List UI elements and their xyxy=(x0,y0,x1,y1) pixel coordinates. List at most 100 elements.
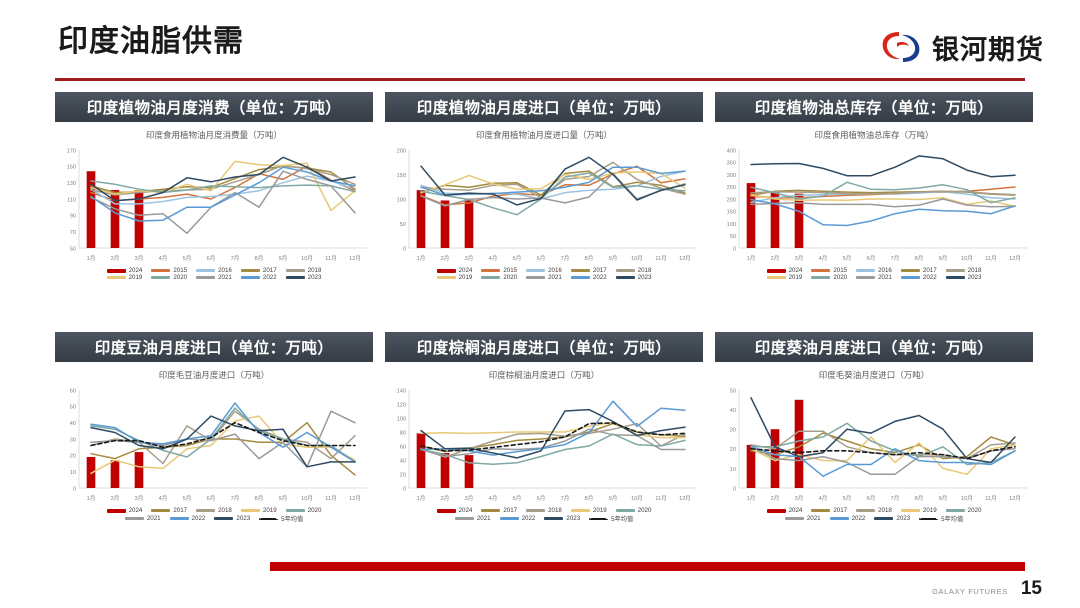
legend-swatch-icon xyxy=(285,269,305,272)
legend-item-2018[interactable]: 2018 xyxy=(196,507,232,514)
legend-item-2023[interactable]: 2023 xyxy=(874,514,910,523)
legend-item-2022[interactable]: 2022 xyxy=(829,514,865,523)
legend-item-2017[interactable]: 2017 xyxy=(900,267,937,274)
svg-text:6月: 6月 xyxy=(867,255,876,262)
svg-text:110: 110 xyxy=(67,197,76,203)
legend-item-2024[interactable]: 2024 xyxy=(766,267,802,274)
legend-item-2016[interactable]: 2016 xyxy=(196,267,232,274)
legend-item-2018[interactable]: 2018 xyxy=(615,267,651,274)
legend-item-2020[interactable]: 2020 xyxy=(481,274,517,281)
legend-label: 2024 xyxy=(458,267,473,274)
legend-item-2021[interactable]: 2021 xyxy=(196,274,232,281)
legend-item-2017[interactable]: 2017 xyxy=(151,507,187,514)
legend-item-2024[interactable]: 2024 xyxy=(106,267,142,274)
legend-item-2017[interactable]: 2017 xyxy=(570,267,607,274)
legend-item-2024[interactable]: 2024 xyxy=(766,507,803,514)
legend-item-2019[interactable]: 2019 xyxy=(570,507,607,514)
legend-item-2017[interactable]: 2017 xyxy=(481,507,517,514)
svg-text:8月: 8月 xyxy=(915,255,924,262)
legend-label: 2017 xyxy=(503,507,518,514)
svg-text:0: 0 xyxy=(73,486,76,492)
legend-item-2017[interactable]: 2017 xyxy=(240,267,277,274)
svg-text:5月: 5月 xyxy=(513,495,522,502)
panel-subtitle: 印度棕榈油月度进口（万吨） xyxy=(488,370,600,380)
legend-item-2020[interactable]: 2020 xyxy=(151,274,187,281)
legend-item-2021[interactable]: 2021 xyxy=(124,514,161,523)
legend-item-2019[interactable]: 2019 xyxy=(436,274,472,281)
legend-item-2015[interactable]: 2015 xyxy=(481,267,517,274)
panel-heading: 印度植物油月度消费（单位：万吨） xyxy=(55,92,373,122)
legend-item-2019[interactable]: 2019 xyxy=(240,507,277,514)
legend-item-2023[interactable]: 2023 xyxy=(544,514,580,523)
legend-item-5年均值[interactable]: 5年均值 xyxy=(919,514,963,523)
chart-veg-oil-consumption: 50 70 90 110 130 150 170 1月 2月 3月 4月 5月 6月 7月 8月 9月 10月 1… xyxy=(55,144,373,264)
legend-swatch-icon xyxy=(856,509,876,512)
legend-label: 2016 xyxy=(218,267,232,274)
legend-item-2019[interactable]: 2019 xyxy=(106,274,142,281)
legend-item-2023[interactable]: 2023 xyxy=(214,514,250,523)
legend-swatch-icon xyxy=(900,276,920,279)
legend-item-2022[interactable]: 2022 xyxy=(900,274,937,281)
page-title: 印度油脂供需 xyxy=(58,25,244,58)
legend-item-5年均值[interactable]: 5年均值 xyxy=(259,514,303,523)
legend-label: 5年均值 xyxy=(281,516,304,523)
legend-label: 2023 xyxy=(896,515,911,522)
legend-swatch-icon xyxy=(900,269,920,272)
legend-item-2022[interactable]: 2022 xyxy=(499,514,535,523)
svg-text:0: 0 xyxy=(403,246,406,252)
legend-item-2018[interactable]: 2018 xyxy=(945,267,981,274)
legend-item-2021[interactable]: 2021 xyxy=(526,274,562,281)
legend-item-2023[interactable]: 2023 xyxy=(615,274,651,281)
legend-label: 2021 xyxy=(806,515,821,522)
legend-label: 2017 xyxy=(833,507,848,514)
legend-item-2019[interactable]: 2019 xyxy=(766,274,802,281)
legend-item-2020[interactable]: 2020 xyxy=(615,507,651,514)
svg-text:10月: 10月 xyxy=(301,495,313,502)
legend-swatch-icon xyxy=(481,509,501,512)
legend-item-2022[interactable]: 2022 xyxy=(169,514,205,523)
svg-text:9月: 9月 xyxy=(609,495,618,502)
legend-item-2020[interactable]: 2020 xyxy=(285,507,321,514)
svg-text:4月: 4月 xyxy=(159,255,168,262)
legend-swatch-icon xyxy=(856,276,876,279)
legend-item-2024[interactable]: 2024 xyxy=(436,507,472,514)
svg-text:10: 10 xyxy=(730,467,736,473)
legend-item-2022[interactable]: 2022 xyxy=(240,274,277,281)
legend-item-2021[interactable]: 2021 xyxy=(856,274,892,281)
legend-item-2015[interactable]: 2015 xyxy=(151,267,187,274)
svg-text:100: 100 xyxy=(727,222,736,228)
legend-label: 2024 xyxy=(788,507,803,514)
legend-item-2023[interactable]: 2023 xyxy=(945,274,981,281)
svg-text:6月: 6月 xyxy=(867,495,876,502)
svg-text:1月: 1月 xyxy=(417,255,426,262)
legend-item-2016[interactable]: 2016 xyxy=(526,267,562,274)
legend-item-2020[interactable]: 2020 xyxy=(945,507,981,514)
legend-swatch-icon xyxy=(436,276,456,279)
legend-label: 2024 xyxy=(128,507,143,514)
legend-item-2020[interactable]: 2020 xyxy=(811,274,847,281)
legend-item-2019[interactable]: 2019 xyxy=(900,507,937,514)
legend-item-5年均值[interactable]: 5年均值 xyxy=(589,514,633,523)
legend-item-2018[interactable]: 2018 xyxy=(526,507,562,514)
svg-text:11月: 11月 xyxy=(985,255,996,262)
legend-item-2023[interactable]: 2023 xyxy=(285,274,321,281)
legend-item-2021[interactable]: 2021 xyxy=(784,514,821,523)
legend-item-2015[interactable]: 2015 xyxy=(811,267,847,274)
panel-heading: 印度植物油总库存（单位：万吨） xyxy=(715,92,1033,122)
legend-item-2022[interactable]: 2022 xyxy=(570,274,607,281)
legend-item-2021[interactable]: 2021 xyxy=(454,514,491,523)
svg-text:10月: 10月 xyxy=(631,255,643,262)
legend-row: 2019 2020 2021 2022 2023 xyxy=(389,274,699,281)
chart-sunflower-oil-imports: 0 10 20 30 40 50 1月 2月 3月 4月 5月 6月 7月 8月 9月 10月 11月 12月 xyxy=(715,384,1033,504)
svg-text:50: 50 xyxy=(730,234,736,240)
legend-item-2016[interactable]: 2016 xyxy=(856,267,892,274)
brand-name: 银河期货 xyxy=(932,34,1044,65)
legend-item-2017[interactable]: 2017 xyxy=(811,507,847,514)
legend-item-2024[interactable]: 2024 xyxy=(106,507,143,514)
legend-item-2024[interactable]: 2024 xyxy=(436,267,473,274)
svg-text:3月: 3月 xyxy=(465,495,474,502)
svg-text:400: 400 xyxy=(727,148,736,154)
legend-item-2018[interactable]: 2018 xyxy=(285,267,321,274)
svg-text:8月: 8月 xyxy=(585,255,594,262)
legend-item-2018[interactable]: 2018 xyxy=(856,507,892,514)
